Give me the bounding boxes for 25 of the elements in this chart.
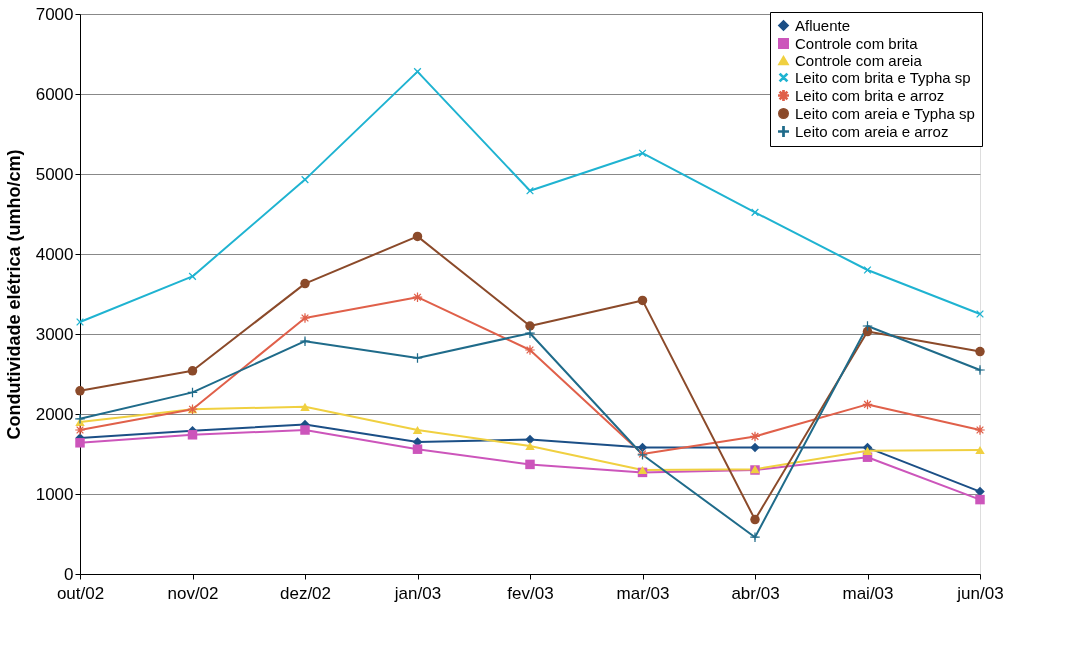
x-tick-label: abr/03 — [731, 583, 780, 603]
x-tick-label: dez/02 — [279, 583, 332, 603]
legend-label: Afluente — [795, 16, 851, 34]
y-tick-label: 1000 — [35, 484, 74, 504]
y-tick-label: 5000 — [35, 164, 74, 184]
y-axis-title: Condutividade elétrica (umho/cm) — [3, 149, 24, 440]
y-tick-label: 4000 — [35, 244, 74, 264]
y-tick-label: 0 — [64, 564, 74, 584]
legend-label: Leito com areia e arroz — [795, 122, 949, 140]
legend-label: Leito com brita e arroz — [795, 86, 945, 104]
x-tick-label: jan/03 — [393, 583, 442, 603]
x-tick-label: out/02 — [56, 583, 105, 603]
legend-label: Controle com areia — [795, 51, 923, 69]
y-tick-label: 7000 — [35, 4, 74, 24]
x-tick-label: fev/03 — [507, 583, 554, 603]
x-tick-label: mai/03 — [842, 583, 894, 603]
y-tick-label: 3000 — [35, 324, 74, 344]
y-tick-label: 2000 — [35, 404, 74, 424]
legend-label: Leito com areia e Typha sp — [795, 104, 975, 122]
legend-label: Leito com brita e Typha sp — [795, 68, 971, 86]
y-tick-label: 6000 — [35, 84, 74, 104]
x-tick-label: jun/03 — [956, 583, 1004, 603]
legend-label: Controle com brita — [795, 34, 919, 52]
x-tick-label: mar/03 — [616, 583, 670, 603]
x-tick-label: nov/02 — [167, 583, 219, 603]
